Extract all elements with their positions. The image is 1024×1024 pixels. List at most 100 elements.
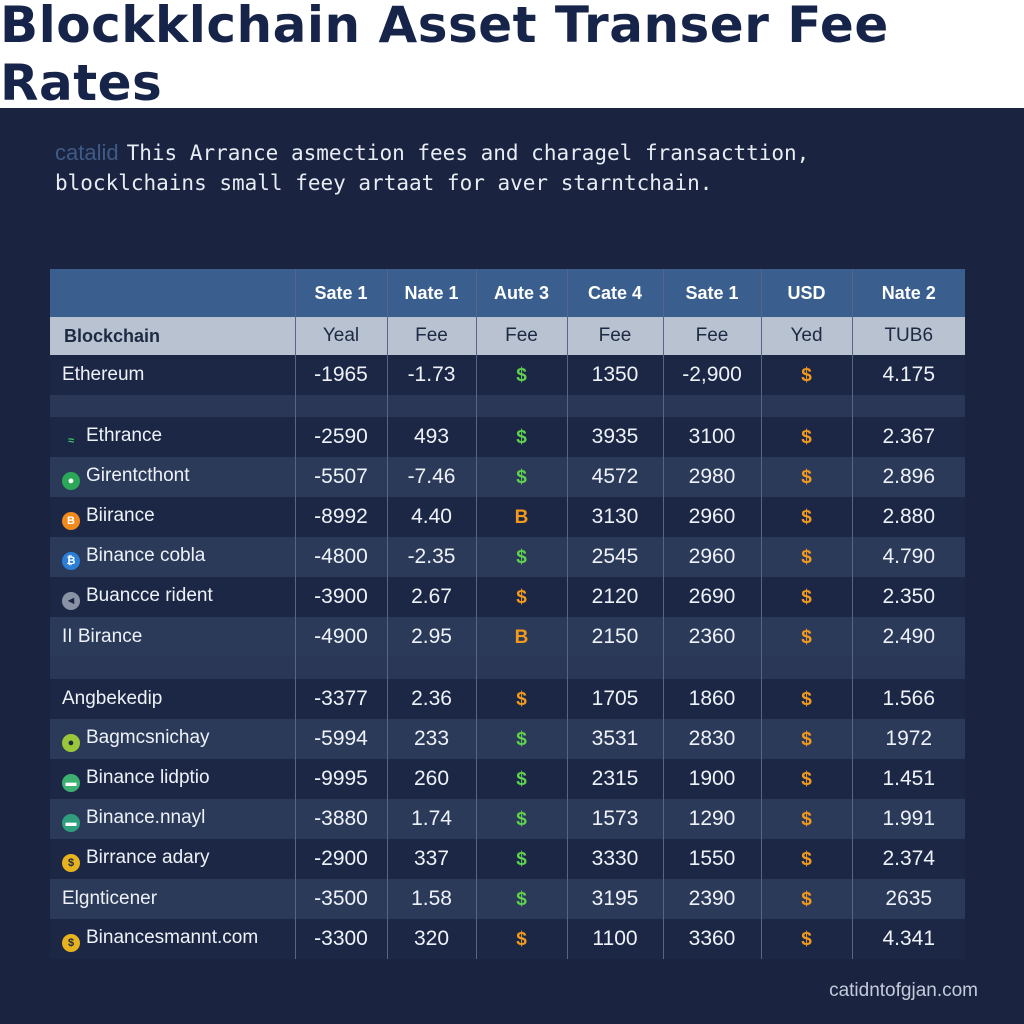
value-cell: 2.367 xyxy=(852,417,965,457)
blockchain-name: Biirance xyxy=(86,504,155,526)
currency-symbol-icon: $ xyxy=(801,689,812,710)
table-row: ◄ Buancce rident -3900 2.67 $2120 2690 $2.350 xyxy=(50,577,965,617)
value-cell: 337 xyxy=(387,839,477,879)
currency-symbol-icon: $ xyxy=(801,889,812,910)
currency-symbol-icon: $ xyxy=(801,849,812,870)
value-cell: 1900 xyxy=(663,759,762,799)
currency-symbol-icon: $ xyxy=(516,929,527,950)
teal-pill-icon: ▬ xyxy=(62,813,80,832)
currency-symbol-icon: $ xyxy=(801,427,812,448)
currency-symbol-icon: $ xyxy=(516,467,527,488)
value-cell: -7.46 xyxy=(387,457,477,497)
blockchain-name: Birrance adary xyxy=(86,846,210,868)
symbol-cell: $ xyxy=(476,355,568,395)
subheader-row: Blockchain Yeal Fee Fee Fee Fee Yed TUB6 xyxy=(50,317,965,355)
column-header: USD xyxy=(761,269,853,317)
currency-symbol-icon: $ xyxy=(801,365,812,386)
value-cell: -3300 xyxy=(295,919,388,959)
value-cell: 1705 xyxy=(567,679,664,719)
table-row: ● Bagmcsnichay -5994 233 $3531 2830 $1972 xyxy=(50,719,965,759)
table-row: Angbekedip -3377 2.36 $1705 1860 $1.566 xyxy=(50,679,965,719)
blockchain-name-cell: ● Bagmcsnichay xyxy=(50,719,296,759)
value-cell: 1573 xyxy=(567,799,664,839)
symbol-cell: $ xyxy=(476,537,568,577)
value-cell: -2.35 xyxy=(387,537,477,577)
spacer-row xyxy=(50,395,965,417)
currency-symbol-icon: $ xyxy=(516,729,527,750)
spacer-cell xyxy=(476,395,568,417)
symbol-cell: $ xyxy=(761,719,853,759)
value-cell: 2390 xyxy=(663,879,762,919)
value-cell: 2960 xyxy=(663,497,762,537)
table-row: ≈ Ethrance -2590 493 $3935 3100 $2.367 xyxy=(50,417,965,457)
value-cell: 493 xyxy=(387,417,477,457)
value-cell: 2.880 xyxy=(852,497,965,537)
currency-symbol-icon: $ xyxy=(801,809,812,830)
value-cell: 1.991 xyxy=(852,799,965,839)
currency-symbol-icon: $ xyxy=(801,587,812,608)
spacer-cell xyxy=(50,395,296,417)
symbol-cell: B xyxy=(476,497,568,537)
spacer-cell xyxy=(295,657,388,679)
gray-coin-icon: ◄ xyxy=(62,591,80,610)
blockchain-name-cell: $ Birrance adary xyxy=(50,839,296,879)
subheader-cell: Fee xyxy=(387,317,477,355)
value-cell: 2830 xyxy=(663,719,762,759)
currency-symbol-icon: $ xyxy=(516,689,527,710)
currency-symbol-icon: $ xyxy=(516,849,527,870)
currency-symbol-icon: $ xyxy=(516,547,527,568)
blockchain-name-cell: ▬ Binance.nnayl xyxy=(50,799,296,839)
spacer-cell xyxy=(852,657,965,679)
value-cell: 3935 xyxy=(567,417,664,457)
value-cell: 2.95 xyxy=(387,617,477,657)
value-cell: 2.67 xyxy=(387,577,477,617)
blockchain-name-cell: ◄ Buancce rident xyxy=(50,577,296,617)
subheader-cell: Fee xyxy=(567,317,664,355)
table-row: ▬ Binance lidptio -9995 260 $2315 1900 $1.451 xyxy=(50,759,965,799)
wave-icon: ≈ xyxy=(67,434,75,447)
table-row: ₿ Binance cobla -4800 -2.35 $2545 2960 $4.790 xyxy=(50,537,965,577)
value-cell: -2590 xyxy=(295,417,388,457)
value-cell: -2,900 xyxy=(663,355,762,395)
symbol-cell: $ xyxy=(761,355,853,395)
column-header: Sate 1 xyxy=(295,269,388,317)
blockchain-name-cell: Angbekedip xyxy=(50,679,296,719)
yellow-coin-icon: $ xyxy=(62,933,80,952)
value-cell: 2545 xyxy=(567,537,664,577)
symbol-cell: $ xyxy=(761,879,853,919)
header-bar: Blockklchain Asset Transer Fee Rates xyxy=(0,0,1024,112)
table-row: Ethereum -1965 -1.73 $1350 -2,900 $4.175 xyxy=(50,355,965,395)
blue-coin-icon: ₿ xyxy=(62,551,80,570)
table-row: ● Girentcthont -5507 -7.46 $4572 2980 $2.896 xyxy=(50,457,965,497)
table-row: $ Birrance adary -2900 337 $3330 1550 $2.374 xyxy=(50,839,965,879)
subheader-cell: Yeal xyxy=(295,317,388,355)
blockchain-name: Binance lidptio xyxy=(86,766,210,788)
value-cell: 2360 xyxy=(663,617,762,657)
blockchain-name-cell: ▬ Binance lidptio xyxy=(50,759,296,799)
value-cell: 1100 xyxy=(567,919,664,959)
value-cell: 1860 xyxy=(663,679,762,719)
value-cell: 2.896 xyxy=(852,457,965,497)
value-cell: -3500 xyxy=(295,879,388,919)
spacer-cell xyxy=(476,657,568,679)
symbol-cell: $ xyxy=(476,719,568,759)
symbol-cell: $ xyxy=(476,577,568,617)
value-cell: 4572 xyxy=(567,457,664,497)
currency-symbol-icon: $ xyxy=(516,587,527,608)
currency-symbol-icon: $ xyxy=(516,889,527,910)
value-cell: 1.451 xyxy=(852,759,965,799)
value-cell: 4.341 xyxy=(852,919,965,959)
value-cell: 1.74 xyxy=(387,799,477,839)
table-row: $ Binancesmannt.com -3300 320 $1100 3360 $4.34… xyxy=(50,919,965,959)
currency-symbol-icon: $ xyxy=(516,769,527,790)
spacer-cell xyxy=(663,657,762,679)
blockchain-name: Bagmcsnichay xyxy=(86,726,210,748)
blockchain-name: Elgnticener xyxy=(62,888,158,909)
spacer-cell xyxy=(567,395,664,417)
value-cell: -8992 xyxy=(295,497,388,537)
fee-table: Sate 1 Nate 1 Aute 3 Cate 4 Sate 1 USD Nate 2 … xyxy=(50,269,965,959)
currency-symbol-icon: $ xyxy=(801,507,812,528)
spacer-cell xyxy=(567,657,664,679)
value-cell: -4800 xyxy=(295,537,388,577)
spacer-cell xyxy=(387,657,477,679)
